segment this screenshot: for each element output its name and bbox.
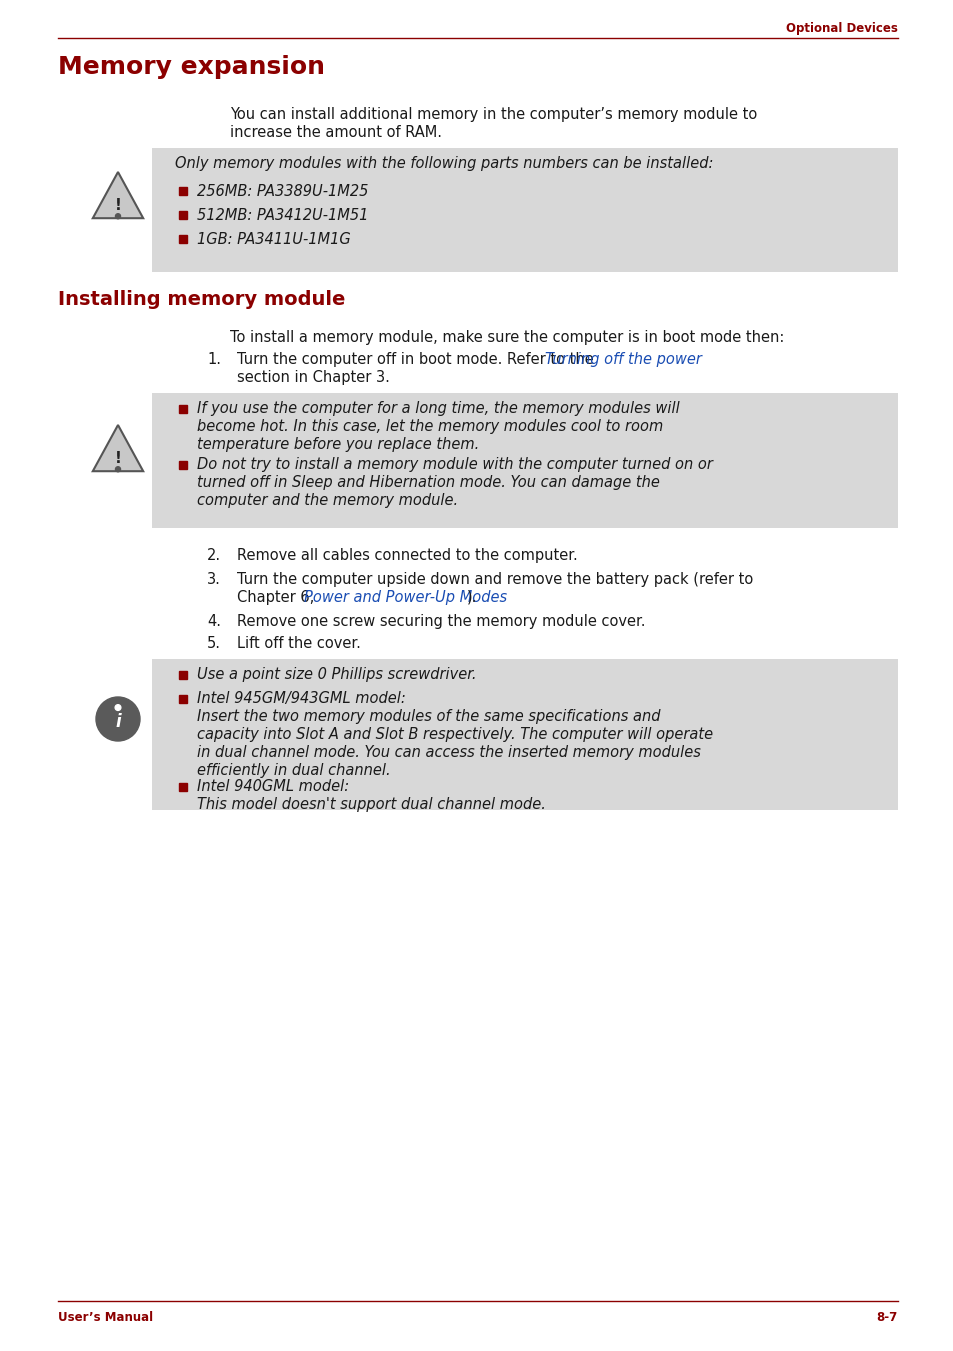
Text: Memory expansion: Memory expansion: [58, 55, 325, 78]
Text: Lift off the cover.: Lift off the cover.: [236, 636, 360, 651]
Polygon shape: [92, 172, 143, 219]
Circle shape: [115, 466, 120, 471]
Text: 3.: 3.: [207, 571, 221, 586]
Text: !: !: [114, 199, 121, 213]
Text: Installing memory module: Installing memory module: [58, 290, 345, 309]
FancyBboxPatch shape: [179, 461, 187, 469]
FancyBboxPatch shape: [179, 671, 187, 680]
Text: 512MB: PA3412U-1M51: 512MB: PA3412U-1M51: [196, 208, 368, 223]
Text: efficiently in dual channel.: efficiently in dual channel.: [196, 763, 390, 778]
Text: 4.: 4.: [207, 613, 221, 630]
FancyBboxPatch shape: [179, 235, 187, 243]
FancyBboxPatch shape: [179, 186, 187, 195]
Text: 2.: 2.: [207, 549, 221, 563]
FancyBboxPatch shape: [179, 694, 187, 703]
Text: 1.: 1.: [207, 353, 221, 367]
Text: Optional Devices: Optional Devices: [785, 22, 897, 35]
Text: Turning off the power: Turning off the power: [544, 353, 701, 367]
Text: To install a memory module, make sure the computer is in boot mode then:: To install a memory module, make sure th…: [230, 330, 783, 345]
Text: increase the amount of RAM.: increase the amount of RAM.: [230, 126, 441, 141]
Polygon shape: [92, 426, 143, 471]
Circle shape: [96, 697, 140, 740]
FancyBboxPatch shape: [152, 149, 897, 272]
Text: Power and Power-Up Modes: Power and Power-Up Modes: [304, 590, 507, 605]
Text: !: !: [114, 451, 121, 466]
Text: 1GB: PA3411U-1M1G: 1GB: PA3411U-1M1G: [196, 232, 351, 247]
Text: 8-7: 8-7: [876, 1310, 897, 1324]
Text: ).: ).: [467, 590, 476, 605]
Text: in dual channel mode. You can access the inserted memory modules: in dual channel mode. You can access the…: [196, 744, 700, 761]
Text: You can install additional memory in the computer’s memory module to: You can install additional memory in the…: [230, 107, 757, 122]
Text: section in Chapter 3.: section in Chapter 3.: [236, 370, 390, 385]
Text: This model doesn't support dual channel mode.: This model doesn't support dual channel …: [196, 797, 545, 812]
Text: Do not try to install a memory module with the computer turned on or: Do not try to install a memory module wi…: [196, 457, 712, 471]
Text: become hot. In this case, let the memory modules cool to room: become hot. In this case, let the memory…: [196, 419, 662, 434]
Text: User’s Manual: User’s Manual: [58, 1310, 153, 1324]
Text: Remove one screw securing the memory module cover.: Remove one screw securing the memory mod…: [236, 613, 645, 630]
FancyBboxPatch shape: [179, 405, 187, 413]
Text: temperature before you replace them.: temperature before you replace them.: [196, 436, 478, 453]
FancyBboxPatch shape: [152, 393, 897, 528]
FancyBboxPatch shape: [152, 659, 897, 811]
Text: 256MB: PA3389U-1M25: 256MB: PA3389U-1M25: [196, 184, 368, 199]
Text: Use a point size 0 Phillips screwdriver.: Use a point size 0 Phillips screwdriver.: [196, 667, 476, 682]
FancyBboxPatch shape: [179, 784, 187, 790]
Text: Turn the computer upside down and remove the battery pack (refer to: Turn the computer upside down and remove…: [236, 571, 753, 586]
Text: Chapter 6,: Chapter 6,: [236, 590, 318, 605]
Text: computer and the memory module.: computer and the memory module.: [196, 493, 457, 508]
Text: Insert the two memory modules of the same specifications and: Insert the two memory modules of the sam…: [196, 709, 659, 724]
FancyBboxPatch shape: [179, 211, 187, 219]
Text: Intel 940GML model:: Intel 940GML model:: [196, 780, 349, 794]
Text: Only memory modules with the following parts numbers can be installed:: Only memory modules with the following p…: [174, 155, 713, 172]
Text: i: i: [115, 713, 121, 731]
Text: Remove all cables connected to the computer.: Remove all cables connected to the compu…: [236, 549, 578, 563]
Circle shape: [115, 213, 120, 219]
Text: capacity into Slot A and Slot B respectively. The computer will operate: capacity into Slot A and Slot B respecti…: [196, 727, 713, 742]
Text: 5.: 5.: [207, 636, 221, 651]
Text: Turn the computer off in boot mode. Refer to the: Turn the computer off in boot mode. Refe…: [236, 353, 598, 367]
Circle shape: [115, 705, 121, 711]
Text: Intel 945GM/943GML model:: Intel 945GM/943GML model:: [196, 690, 405, 707]
Text: turned off in Sleep and Hibernation mode. You can damage the: turned off in Sleep and Hibernation mode…: [196, 476, 659, 490]
Text: If you use the computer for a long time, the memory modules will: If you use the computer for a long time,…: [196, 401, 679, 416]
